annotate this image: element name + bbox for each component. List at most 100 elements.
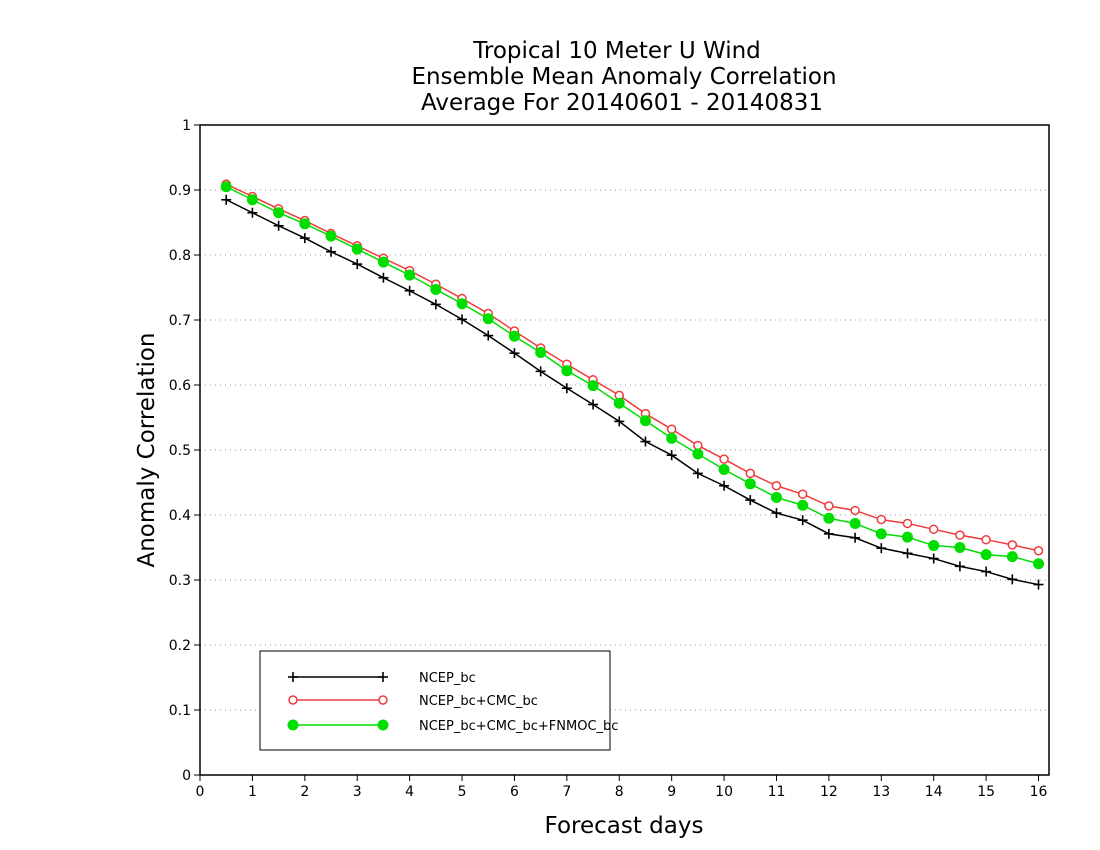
series-0 (221, 194, 1044, 590)
legend-items: NCEP_bc NCEP_bc+CMC_bc NCEP_bc+CMC_bc+FNMO… (287, 671, 618, 734)
chart-title-line-1: Tropical 10 Meter U Wind (472, 38, 761, 64)
data-point (221, 194, 232, 205)
data-point (246, 194, 258, 206)
data-point (299, 218, 311, 230)
x-tick-label: 16 (1030, 784, 1048, 800)
data-point (745, 468, 756, 479)
data-point (850, 505, 860, 516)
x-tick-label: 7 (562, 784, 571, 800)
data-point (404, 285, 415, 296)
series-line (225, 183, 1039, 552)
data-point (483, 330, 494, 341)
legend-item: NCEP_bc+CMC_bc (288, 694, 538, 709)
data-point (456, 298, 468, 310)
data-point (666, 424, 677, 434)
data-point (666, 432, 678, 444)
legend-marker (378, 672, 388, 682)
data-point (587, 380, 599, 392)
data-point (666, 450, 677, 461)
data-point (902, 548, 913, 559)
data-point (693, 440, 703, 451)
data-point (902, 531, 913, 543)
y-tick-label: 0.5 (169, 443, 191, 459)
data-point (875, 528, 887, 540)
data-point (378, 272, 389, 283)
x-tick-label: 4 (405, 784, 414, 800)
y-axis-title: Anomaly Correlation (134, 332, 160, 567)
legend-marker (377, 719, 389, 731)
x-tick-label: 1 (248, 784, 257, 800)
data-point (744, 478, 756, 490)
grid-lines (200, 189, 1049, 711)
x-tick-label: 0 (196, 784, 205, 800)
data-point (770, 491, 782, 503)
data-point (849, 517, 861, 529)
data-point (404, 269, 416, 281)
legend-label: NCEP_bc (419, 671, 476, 686)
series-layer (220, 179, 1045, 590)
data-point (352, 259, 363, 270)
data-point (535, 366, 546, 377)
data-point (377, 256, 389, 268)
data-point (928, 524, 939, 535)
legend-label: NCEP_bc+CMC_bc+FNMOC_bc (419, 719, 618, 734)
data-point (561, 365, 573, 377)
y-tick-label: 0 (182, 768, 191, 784)
data-point (876, 514, 887, 525)
chart-title-line-2: Ensemble Mean Anomaly Correlation (411, 64, 836, 90)
legend-marker (378, 695, 388, 705)
x-tick-label: 9 (667, 784, 676, 800)
data-point (745, 495, 756, 506)
data-point (902, 518, 913, 529)
data-point (613, 397, 625, 409)
y-tick-label: 0.6 (169, 378, 191, 394)
x-tick-label: 12 (820, 784, 838, 800)
y-tick-label: 0.9 (169, 183, 191, 199)
x-tick-label: 6 (510, 784, 519, 800)
data-point (1033, 558, 1045, 570)
data-point (509, 348, 520, 359)
series-2 (220, 181, 1045, 570)
data-point (823, 512, 835, 524)
legend-marker (288, 695, 298, 705)
data-point (981, 534, 991, 545)
axes: 00.10.20.30.40.50.60.70.80.910 1 2 3 4 5 6 7 8 9 1… (169, 118, 1048, 800)
data-point (535, 347, 547, 358)
chart-title: Tropical 10 Meter U Wind Ensemble Mean A… (411, 38, 836, 116)
series-line (225, 199, 1039, 586)
data-point (482, 313, 494, 325)
data-point (718, 464, 730, 475)
data-point (351, 243, 363, 255)
legend-item: NCEP_bc (288, 671, 476, 686)
legend-item: NCEP_bc+CMC_bc+FNMOC_bc (287, 719, 618, 734)
x-tick-label: 3 (353, 784, 362, 800)
data-point (823, 528, 834, 539)
data-point (326, 246, 337, 257)
data-point (928, 540, 940, 552)
y-tick-label: 0.7 (169, 313, 191, 329)
data-point (430, 283, 442, 295)
data-point (771, 508, 782, 519)
series-1 (221, 179, 1044, 556)
data-point (850, 532, 861, 543)
series-line (225, 186, 1039, 565)
legend-marker (287, 719, 299, 731)
data-point (1006, 551, 1018, 563)
data-point (273, 220, 284, 231)
data-point (220, 181, 232, 193)
data-point (457, 314, 468, 325)
x-tick-label: 2 (300, 784, 309, 800)
data-point (247, 207, 258, 218)
plot-frame (199, 124, 1050, 776)
chart-title-line-3: Average For 20140601 - 20140831 (421, 90, 823, 116)
data-point (430, 299, 441, 310)
x-tick-label: 10 (715, 784, 733, 800)
data-point (325, 230, 337, 242)
y-tick-label: 1 (182, 118, 191, 134)
data-point (797, 515, 808, 526)
x-tick-label: 5 (458, 784, 467, 800)
x-axis-title: Forecast days (545, 813, 704, 839)
data-point (797, 489, 808, 499)
data-point (981, 566, 992, 577)
data-point (508, 330, 520, 342)
